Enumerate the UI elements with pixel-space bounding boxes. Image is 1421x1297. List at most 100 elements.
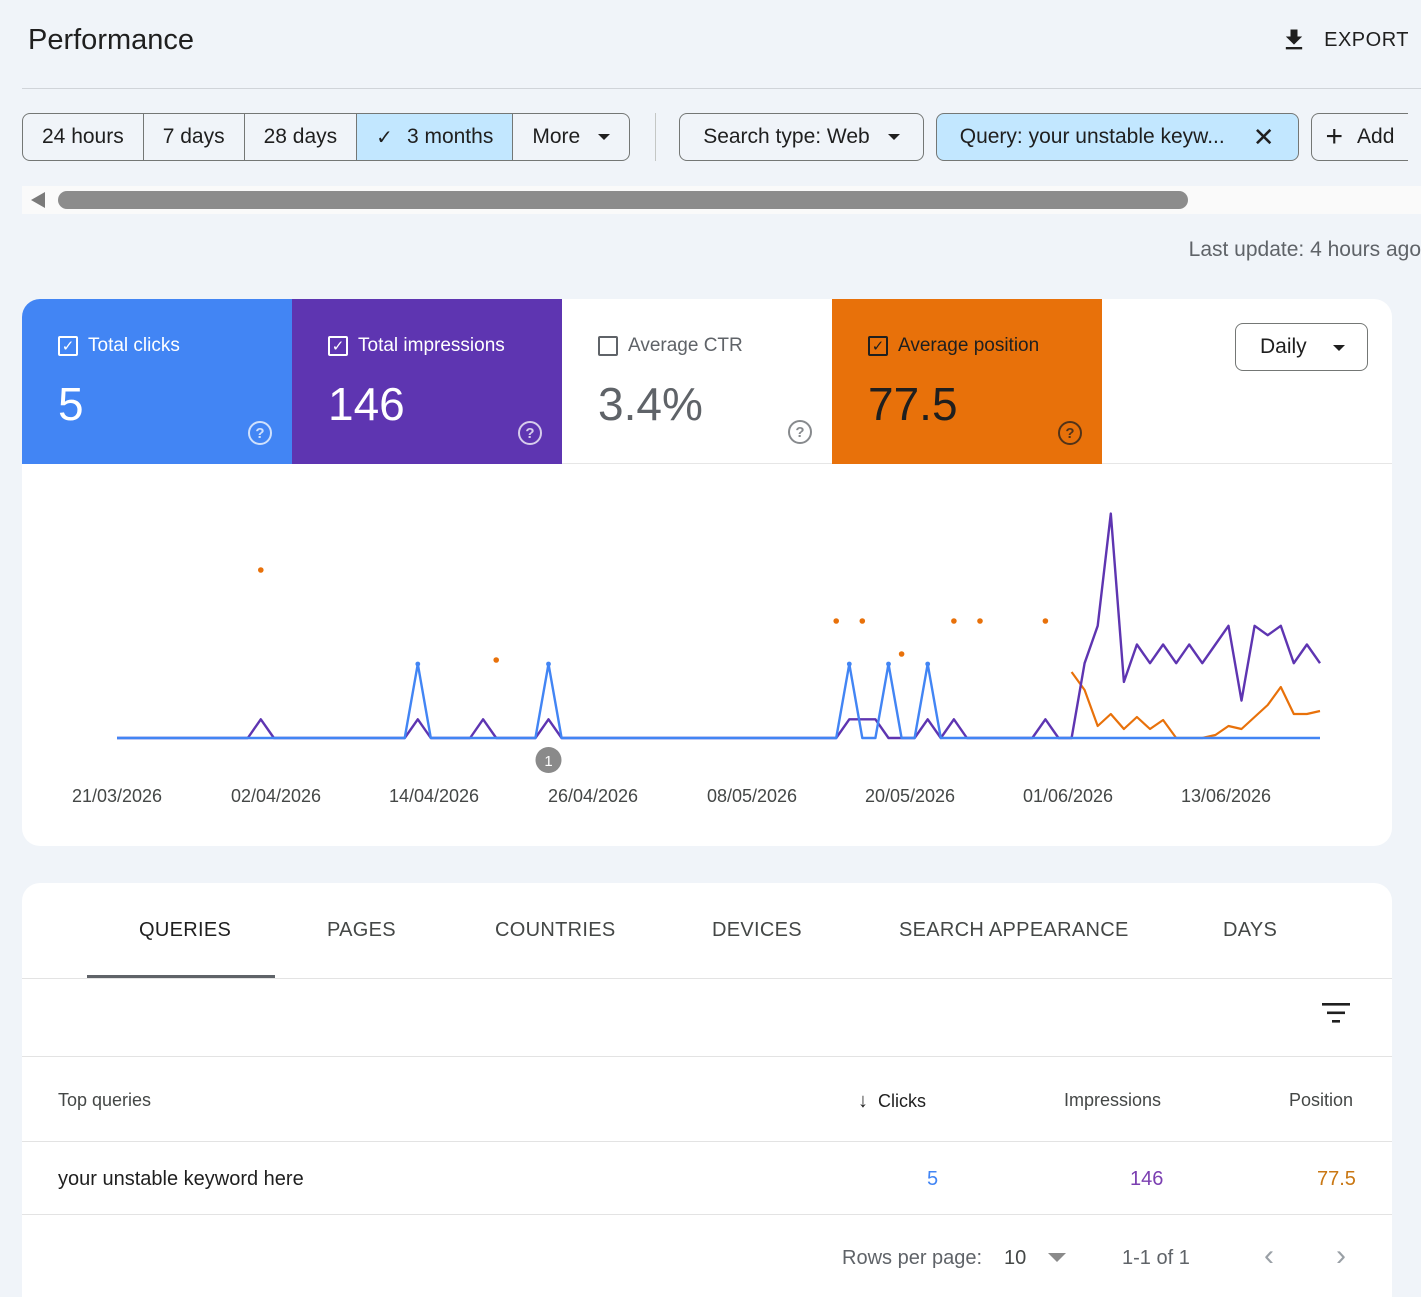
x-axis-tick-label: 26/04/2026 <box>548 786 638 806</box>
chart-annotation-label: 1 <box>544 753 552 770</box>
date-range-7-days[interactable]: 7 days <box>144 114 245 160</box>
granularity-dropdown[interactable]: Daily <box>1235 323 1368 371</box>
column-header-label: Clicks <box>878 1091 926 1111</box>
metric-label: Total impressions <box>358 335 505 356</box>
toolbar-divider <box>22 1056 1392 1057</box>
series-clicks-point <box>546 661 551 667</box>
series-position-point <box>977 618 983 624</box>
search-type-label: Search type: Web <box>703 125 870 148</box>
metric-label: Total clicks <box>88 335 180 356</box>
x-axis-tick-label: 21/03/2026 <box>72 786 162 806</box>
checkbox-checked-icon[interactable]: ✓ <box>58 336 78 356</box>
horizontal-scrollbar[interactable] <box>22 186 1421 214</box>
close-icon[interactable]: ✕ <box>1252 122 1275 152</box>
x-axis-tick-label: 01/06/2026 <box>1023 786 1113 806</box>
x-axis-tick-label: 20/05/2026 <box>865 786 955 806</box>
cell-impressions: 146 <box>1130 1168 1164 1190</box>
granularity-label: Daily <box>1260 335 1307 358</box>
active-tab-indicator <box>87 975 275 978</box>
metric-label: Average CTR <box>628 335 743 356</box>
date-range-more[interactable]: More <box>513 114 629 160</box>
x-axis-tick-label: 14/04/2026 <box>389 786 479 806</box>
rows-per-page-select[interactable]: 10 <box>1004 1247 1027 1269</box>
tab-countries[interactable]: COUNTRIES <box>495 919 616 941</box>
rows-per-page-label: Rows per page: <box>842 1247 983 1269</box>
column-header-query: Top queries <box>58 1090 152 1110</box>
series-position-point <box>1042 618 1049 624</box>
cell-clicks: 5 <box>927 1168 939 1190</box>
x-axis-tick-label: 08/05/2026 <box>707 786 797 806</box>
date-range-24-hours[interactable]: 24 hours <box>23 114 144 160</box>
series-clicks-point <box>415 661 421 667</box>
add-filter-label: Add <box>1357 125 1395 148</box>
query-filter-chip[interactable]: Query: your unstable keyw... ✕ <box>935 113 1299 161</box>
x-axis-tick-label: 13/06/2026 <box>1181 786 1271 806</box>
cell-position: 77.5 <box>1317 1168 1356 1190</box>
series-position-point <box>493 657 500 663</box>
tab-days[interactable]: DAYS <box>1223 919 1278 941</box>
performance-line-chart: 1 21/03/2026 02/04/2026 14/04/2026 26/04/202… <box>72 512 1321 806</box>
export-button[interactable]: EXPORT <box>1280 26 1409 54</box>
column-header-impressions[interactable]: Impressions <box>1064 1090 1162 1110</box>
arrow-down-icon: ↓ <box>858 1090 868 1112</box>
series-clicks-line <box>117 662 1320 740</box>
metric-total-clicks[interactable]: ✓ Total clicks 5 ? <box>22 299 292 464</box>
date-range-3-months[interactable]: ✓ 3 months <box>357 114 514 160</box>
scroll-left-arrow-icon[interactable] <box>31 192 45 208</box>
tab-search-appearance[interactable]: SEARCH APPEARANCE <box>899 919 1129 941</box>
page-header: Performance EXPORT <box>0 0 1421 88</box>
series-position-line <box>1070 671 1321 740</box>
dimensions-table-card: QUERIES PAGES COUNTRIES DEVICES SEARCH A… <box>22 883 1392 1297</box>
plus-icon: + <box>1325 120 1344 153</box>
metric-total-impressions[interactable]: ✓ Total impressions 146 ? <box>292 299 562 464</box>
checkbox-checked-icon[interactable]: ✓ <box>328 336 348 356</box>
cell-query: your unstable keyword here <box>58 1168 304 1190</box>
column-header-position[interactable]: Position <box>1289 1090 1354 1110</box>
tab-pages[interactable]: PAGES <box>327 919 396 941</box>
metrics-divider <box>1102 463 1392 464</box>
metric-label: Average position <box>898 335 1040 356</box>
date-range-label: 3 months <box>406 125 494 148</box>
series-impressions-line <box>117 512 1321 740</box>
series-clicks-point <box>846 661 852 667</box>
dropdown-arrow-icon <box>887 134 900 140</box>
filter-separator <box>655 113 657 161</box>
pagination-range: 1-1 of 1 <box>1122 1247 1190 1269</box>
date-range-selector: 24 hours 7 days 28 days ✓ 3 months More <box>22 113 631 161</box>
export-label: EXPORT <box>1324 28 1409 51</box>
query-filter-label: Query: your unstable keyw... <box>959 125 1225 148</box>
series-position-point <box>898 651 905 657</box>
series-position-point <box>258 567 264 573</box>
last-update-text: Last update: 4 hours ago <box>1188 238 1421 261</box>
help-icon[interactable]: ? <box>518 421 542 445</box>
help-icon[interactable]: ? <box>248 421 272 445</box>
dropdown-arrow-icon[interactable] <box>1048 1253 1066 1262</box>
series-position-point <box>833 618 839 624</box>
chart-annotation-marker <box>535 747 562 773</box>
page-title: Performance <box>28 24 195 56</box>
date-range-label: More <box>532 125 581 148</box>
series-clicks-point <box>886 661 891 667</box>
metric-value: 146 <box>328 378 405 430</box>
checkbox-checked-icon[interactable]: ✓ <box>868 336 888 356</box>
help-icon[interactable]: ? <box>1058 421 1082 445</box>
tab-devices[interactable]: DEVICES <box>712 919 802 941</box>
metric-value: 77.5 <box>868 378 958 430</box>
date-range-28-days[interactable]: 28 days <box>245 114 358 160</box>
download-icon <box>1285 29 1303 50</box>
date-range-label: 24 hours <box>42 125 124 148</box>
filter-icon[interactable] <box>1322 1001 1350 1025</box>
help-icon[interactable]: ? <box>788 420 812 444</box>
x-axis-tick-label: 02/04/2026 <box>231 786 321 806</box>
metric-average-position[interactable]: ✓ Average position 77.5 ? <box>832 299 1102 464</box>
metric-average-ctr[interactable]: Average CTR 3.4% ? <box>562 299 832 464</box>
column-header-clicks[interactable]: ↓ Clicks <box>858 1090 926 1113</box>
next-page-icon[interactable]: › <box>1336 1239 1346 1272</box>
add-filter-button[interactable]: + Add <box>1310 113 1409 161</box>
metric-value: 5 <box>58 378 84 430</box>
tab-queries[interactable]: QUERIES <box>139 919 232 941</box>
scrollbar-thumb[interactable] <box>58 191 1188 209</box>
search-type-filter[interactable]: Search type: Web <box>679 113 924 161</box>
previous-page-icon[interactable]: ‹ <box>1264 1239 1274 1272</box>
checkbox-unchecked-icon[interactable] <box>598 336 618 356</box>
